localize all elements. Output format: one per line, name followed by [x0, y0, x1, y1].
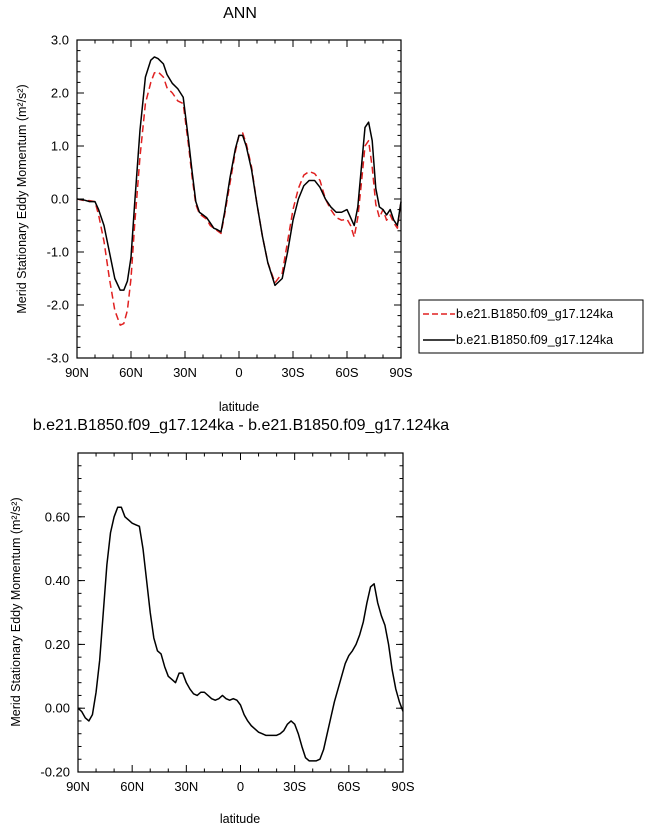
y-tick-label: 0.40: [45, 573, 70, 588]
x-tick-label: 0: [235, 365, 242, 380]
legend-label-series-2: b.e21.B1850.f09_g17.124ka: [456, 333, 613, 347]
chart-top-series-group: [76, 56, 402, 326]
chart-top-plot-frame: [76, 39, 402, 359]
chart-bottom-xlabel: latitude: [220, 812, 260, 826]
x-tick-label: 90N: [65, 365, 89, 380]
chart-top-title: ANN: [223, 5, 257, 22]
y-tick-label: 3.0: [51, 33, 69, 48]
chart-bottom-title: b.e21.B1850.f09_g17.124ka - b.e21.B1850.…: [33, 417, 449, 434]
y-tick-label: 0.60: [45, 509, 70, 524]
x-tick-label: 60N: [120, 779, 144, 794]
x-tick-label: 60S: [337, 779, 360, 794]
chart-bottom-ticks: 90N 60N 30N 0 30S 60S 90S -0.20 0.00 0.20 0.40 0.60: [40, 452, 415, 794]
chart-top-ticks: 90N 60N 30N 0 30S 60S 90S -3.0 -2.0 -1.0 0.0 1.0 2.0…: [47, 33, 413, 381]
series-line-1: [76, 71, 402, 326]
x-tick-label: 30S: [283, 779, 306, 794]
chart-top-legend: b.e21.B1850.f09_g17.124ka b.e21.B1850.f0…: [418, 299, 644, 354]
series-line-2: [76, 56, 402, 291]
x-tick-label: 60N: [119, 365, 143, 380]
x-tick-label: 30N: [173, 365, 197, 380]
legend-box: [418, 299, 644, 354]
chart-top: ANN 90N 60N 30N 0 30S 60S 90S -3.0 -2.0 -1.0 0.0 1.…: [15, 5, 644, 414]
x-tick-label: 90S: [389, 365, 412, 380]
chart-bottom: b.e21.B1850.f09_g17.124ka - b.e21.B1850.…: [9, 417, 449, 826]
y-tick-label: -0.20: [40, 765, 70, 780]
x-tick-label: 60S: [335, 365, 358, 380]
chart-top-ylabel: Merid Stationary Eddy Momentum (m²/s²): [15, 84, 29, 313]
y-tick-label: 0.00: [45, 701, 70, 716]
chart-bottom-ylabel: Merid Stationary Eddy Momentum (m²/s²): [9, 497, 23, 726]
chart-bottom-plot-frame: [77, 452, 404, 773]
chart-bottom-series-group: [77, 506, 404, 762]
y-tick-label: -1.0: [47, 245, 69, 260]
y-tick-label: -2.0: [47, 298, 69, 313]
x-tick-label: 30N: [174, 779, 198, 794]
chart-top-xlabel: latitude: [219, 400, 259, 414]
y-tick-label: 2.0: [51, 86, 69, 101]
x-tick-label: 0: [237, 779, 244, 794]
series-line-1: [77, 506, 404, 762]
x-tick-label: 90N: [66, 779, 90, 794]
legend-label-series-1: b.e21.B1850.f09_g17.124ka: [456, 307, 613, 321]
y-tick-label: 0.20: [45, 637, 70, 652]
y-tick-label: 1.0: [51, 139, 69, 154]
x-tick-label: 30S: [281, 365, 304, 380]
y-tick-label: 0.0: [51, 192, 69, 207]
x-tick-label: 90S: [391, 779, 414, 794]
y-tick-label: -3.0: [47, 351, 69, 366]
